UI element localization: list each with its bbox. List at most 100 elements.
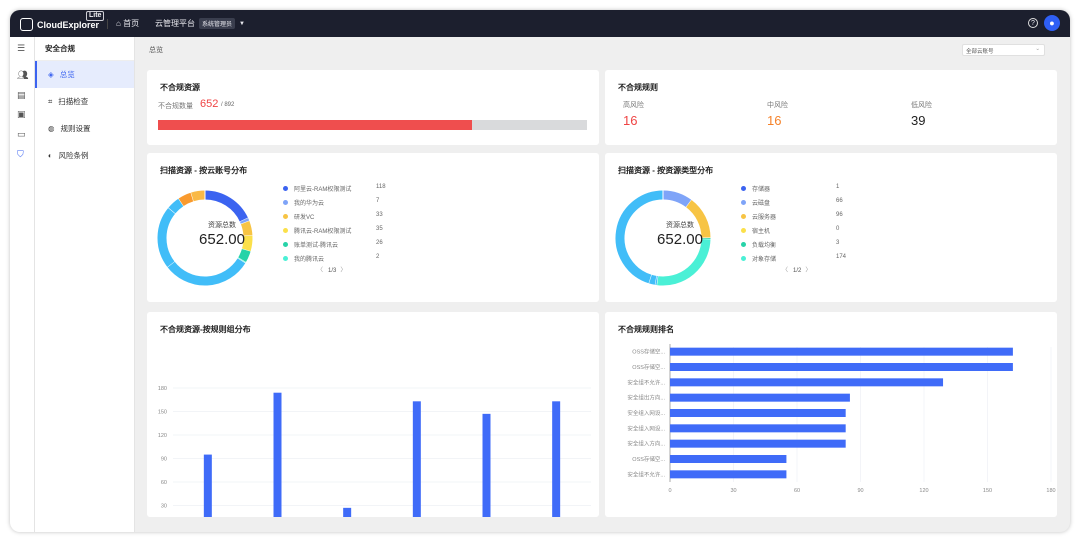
- progress-fill: [158, 120, 472, 130]
- bar-chart: 0 30 60 90 120 150 180 OSS存储空... OSS存储空... 安全组不允许…: [627, 344, 1056, 494]
- brand-name: CloudExplorer: [37, 19, 100, 30]
- legend-value: 0: [836, 226, 840, 232]
- legend-label: 宿主机: [752, 229, 771, 235]
- bar[interactable]: [482, 413, 491, 517]
- bar[interactable]: [273, 392, 282, 517]
- sidebar: 安全合规 ◈ 总览 ⌗ 扫描检查 ◍ 规则设置 ◐ 风险条例: [35, 37, 135, 532]
- bar[interactable]: [670, 439, 846, 448]
- legend-dot-icon: [283, 228, 288, 233]
- center-value: 652.00: [657, 231, 703, 248]
- sidebar-item-scan[interactable]: ⌗ 扫描检查: [35, 88, 134, 115]
- donut-segment[interactable]: [204, 190, 249, 223]
- x-tick-label: 60: [794, 488, 800, 494]
- legend-item[interactable]: 云服务器 96: [741, 212, 843, 221]
- legend-item[interactable]: 我的华为云 7: [283, 198, 379, 207]
- bar[interactable]: [670, 347, 1013, 356]
- legend-label: 负载均衡: [752, 243, 777, 249]
- legend-item[interactable]: 阿里云-RAM权限测试 118: [283, 184, 386, 193]
- y-tick-label: 180: [158, 386, 167, 392]
- legend-item[interactable]: 账单测试-腾讯云 26: [283, 240, 383, 249]
- chevron-left-icon[interactable]: 〈: [782, 268, 789, 274]
- bar[interactable]: [670, 409, 846, 417]
- medium-risk-value: 16: [767, 113, 782, 128]
- high-risk-label: 高风险: [623, 102, 644, 109]
- bar[interactable]: [670, 378, 944, 387]
- sidebar-item-rules[interactable]: ◍ 规则设置: [35, 115, 134, 142]
- legend-label: 对象存储: [752, 257, 777, 263]
- x-tick-label: 120: [919, 488, 928, 494]
- shield-icon[interactable]: ⛉: [17, 149, 24, 159]
- legend-item[interactable]: 存储器 1: [741, 184, 839, 193]
- sidebar-item-risk[interactable]: ◐ 风险条例: [35, 142, 134, 169]
- card-title: 不合规资源-按规则组分布: [160, 325, 251, 334]
- breadcrumb: 总览: [149, 47, 163, 54]
- bar[interactable]: [670, 424, 846, 433]
- legend-item[interactable]: 宿主机 0: [741, 226, 839, 235]
- bar[interactable]: [670, 455, 787, 463]
- chevron-right-icon[interactable]: 〉: [805, 268, 812, 274]
- center-value: 652.00: [199, 231, 245, 248]
- legend-label: 阿里云-RAM权限测试: [294, 187, 352, 193]
- bar[interactable]: [412, 401, 421, 517]
- sidebar-item-overview[interactable]: ◈ 总览: [35, 61, 134, 88]
- question-circle-icon[interactable]: ?: [1028, 18, 1038, 28]
- home-link[interactable]: ⌂ 首页: [116, 18, 139, 29]
- donut-segment[interactable]: [167, 258, 246, 286]
- bar[interactable]: [670, 470, 787, 479]
- donut-segment[interactable]: [685, 200, 711, 239]
- legend-item[interactable]: 负载均衡 3: [741, 240, 839, 249]
- bar[interactable]: [670, 393, 850, 402]
- total-count: / 892: [221, 102, 235, 108]
- legend-value: 33: [376, 212, 383, 218]
- donut-segment[interactable]: [157, 207, 176, 267]
- icon-rail: ☰ 👥︎ ▤ ▣ ▭ ⛉: [10, 37, 35, 532]
- sidebar-item-label: 扫描检查: [58, 97, 89, 106]
- home-label: 首页: [123, 19, 140, 28]
- donut-segment[interactable]: [656, 238, 711, 286]
- menu-icon[interactable]: ☰: [17, 43, 26, 53]
- caret-down-icon: ▼: [239, 20, 245, 27]
- account-select[interactable]: 全部云账号 ⌄: [962, 44, 1045, 56]
- donut-segment[interactable]: [237, 248, 251, 263]
- donut-segment[interactable]: [191, 190, 206, 202]
- legend-item[interactable]: 云磁盘 66: [741, 198, 843, 207]
- legend-item[interactable]: 腾讯云-RAM权限测试 35: [283, 226, 383, 235]
- resource-type-distribution-card: 扫描资源 - 按资源类型分布 资源总数 652.00 存储器 1 云磁盘 66 云服务器 96 宿…: [605, 153, 1057, 302]
- bar[interactable]: [343, 507, 352, 517]
- bar[interactable]: [670, 363, 1013, 371]
- legend-value: 1: [836, 184, 840, 190]
- bar[interactable]: [203, 454, 212, 517]
- legend-item[interactable]: 研发VC 33: [283, 212, 383, 221]
- cloud-logo-icon: [20, 18, 33, 31]
- donut-segment[interactable]: [178, 192, 194, 207]
- bar-chart: 0306090120150180网络合规最佳...OSS合规基...CIS合规.…: [158, 386, 591, 517]
- y-tick-label: 30: [161, 504, 167, 510]
- platform-switcher[interactable]: 云管理平台 系统管理员 ▼: [155, 18, 245, 29]
- donut-segment[interactable]: [648, 274, 657, 285]
- y-tick-label: 安全组入网设...: [627, 424, 665, 432]
- scan-icon: ⌗: [48, 97, 53, 106]
- x-tick-label: 150: [983, 488, 992, 494]
- monitor-icon[interactable]: ▭: [17, 129, 26, 139]
- account-distribution-card: 扫描资源 - 按云账号分布 资源总数 652.00 阿里云-RAM权限测试 118 我的华…: [147, 153, 599, 302]
- legend-item[interactable]: 对象存储 174: [741, 254, 846, 263]
- chevron-left-icon[interactable]: 〈: [317, 268, 324, 274]
- chevron-right-icon[interactable]: 〉: [340, 268, 347, 274]
- legend-dot-icon: [741, 214, 746, 219]
- document-icon[interactable]: ▣: [17, 109, 26, 119]
- users-icon[interactable]: 👥︎: [17, 70, 29, 80]
- sidebar-item-label: 风险条例: [58, 151, 89, 160]
- home-icon: ⌂: [116, 19, 121, 28]
- server-icon[interactable]: ▤: [17, 90, 26, 100]
- bar[interactable]: [552, 401, 561, 517]
- donut-chart: [615, 189, 711, 286]
- donut-segment[interactable]: [663, 190, 692, 208]
- brand-logo[interactable]: CloudExplorer: [20, 18, 99, 31]
- user-avatar[interactable]: ●: [1044, 15, 1060, 31]
- y-tick-label: 60: [161, 480, 167, 486]
- donut-segment[interactable]: [168, 198, 184, 214]
- legend-dot-icon: [283, 256, 288, 261]
- donut-segment[interactable]: [615, 190, 664, 284]
- legend-item[interactable]: 我的腾讯云 2: [283, 254, 379, 263]
- y-tick-label: OSS存储空...: [632, 363, 665, 371]
